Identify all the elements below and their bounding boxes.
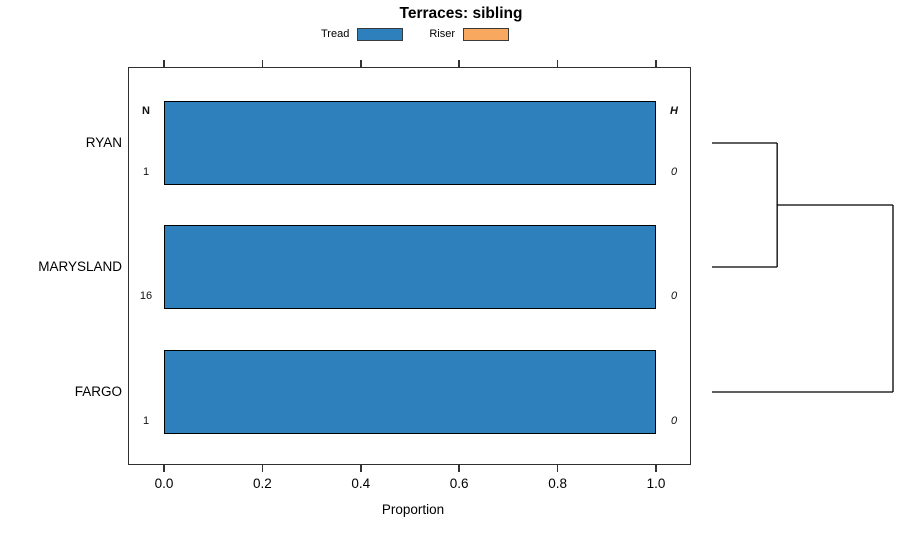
x-tick-bottom [556, 465, 559, 472]
n-column-header: N [142, 105, 150, 117]
h-column-header: H [670, 105, 678, 117]
x-tick-top [261, 60, 264, 67]
x-tick-label: 0.6 [449, 476, 469, 491]
x-tick-label: 0.0 [154, 476, 174, 491]
x-tick-label: 0.4 [351, 476, 371, 491]
legend-swatch-tread [357, 27, 404, 41]
plot-area [128, 67, 691, 465]
chart-title: Terraces: sibling [399, 5, 523, 22]
y-axis-label: RYAN [85, 135, 122, 150]
bar-tread [164, 350, 656, 434]
x-axis-label: Proportion [381, 502, 445, 517]
legend-item-riser: Riser [429, 27, 509, 41]
x-tick-label: 0.8 [548, 476, 567, 491]
n-value: 16 [139, 290, 153, 302]
x-tick-bottom [655, 465, 657, 472]
x-tick-bottom [261, 465, 264, 472]
x-tick-top [360, 60, 362, 67]
legend-label: Tread [321, 28, 350, 40]
n-value: 1 [142, 415, 150, 427]
h-value: 0 [670, 166, 678, 178]
x-tick-top [458, 60, 460, 67]
x-tick-top [655, 60, 657, 67]
n-value: 1 [142, 166, 150, 178]
x-tick-top [163, 60, 165, 67]
legend-item-tread: Tread [321, 27, 404, 41]
x-tick-bottom [163, 465, 165, 472]
x-tick-bottom [360, 465, 362, 472]
h-value: 0 [670, 415, 678, 427]
dendrogram-links [712, 142, 894, 393]
x-tick-label: 1.0 [646, 476, 666, 491]
h-value: 0 [670, 290, 678, 302]
x-tick-bottom [458, 465, 460, 472]
legend-swatch-riser [463, 27, 509, 41]
legend-label: Riser [429, 28, 455, 40]
legend: Tread Riser [321, 27, 509, 41]
y-axis-label: MARYSLAND [38, 259, 122, 274]
bar-tread [164, 225, 656, 309]
y-axis-label: FARGO [74, 384, 122, 399]
bar-tread [164, 101, 656, 185]
x-tick-label: 0.2 [253, 476, 272, 491]
x-tick-top [556, 60, 559, 67]
